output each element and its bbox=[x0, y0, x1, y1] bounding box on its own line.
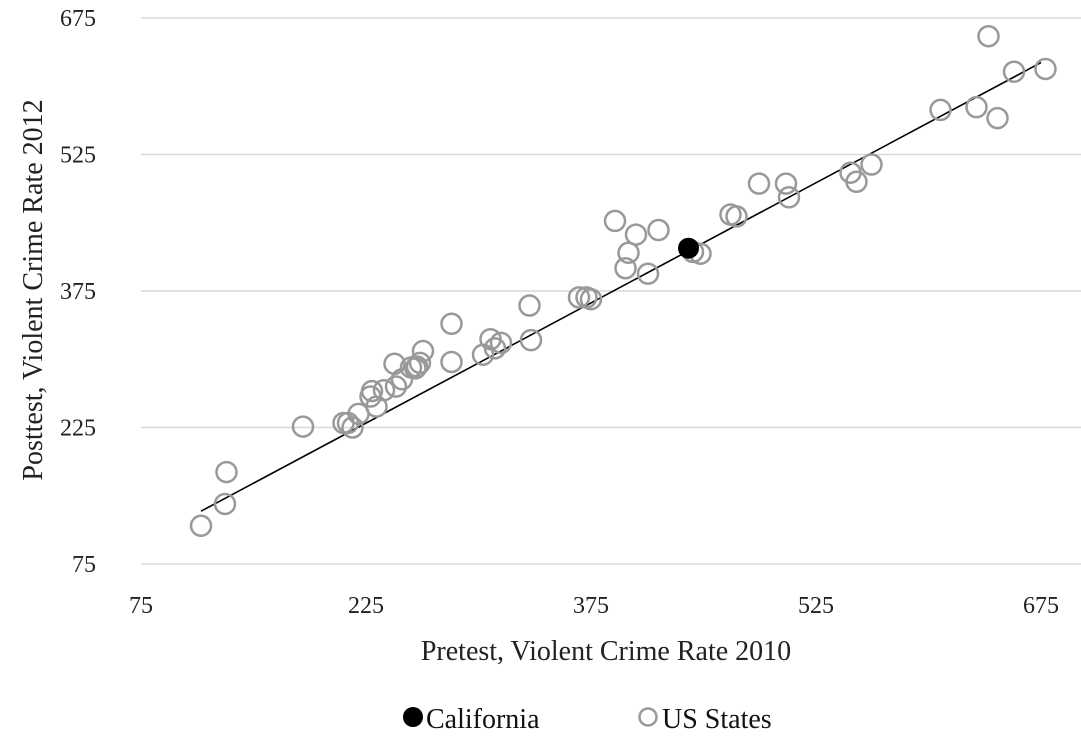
us-state-point bbox=[404, 357, 427, 380]
us-state-point bbox=[1002, 60, 1026, 83]
us-state-point bbox=[567, 286, 591, 309]
us-state-point bbox=[965, 95, 988, 119]
us-state-point bbox=[215, 460, 238, 484]
us-state-point bbox=[636, 262, 660, 285]
y-tick-label: 75 bbox=[72, 552, 96, 578]
us-state-point bbox=[440, 350, 463, 374]
x-axis-tick-labels: 75 225 375 525 675 bbox=[129, 593, 1059, 619]
x-axis-title: Pretest, Violent Crime Rate 2010 bbox=[421, 636, 791, 667]
us-state-point bbox=[647, 218, 670, 242]
y-axis-title: Posttest, Violent Crime Rate 2012 bbox=[18, 99, 49, 480]
us-state-point bbox=[332, 411, 355, 435]
x-tick-label: 225 bbox=[348, 593, 384, 619]
us-state-point bbox=[405, 355, 429, 378]
us-state-point bbox=[518, 294, 541, 317]
gridlines bbox=[141, 17, 1081, 565]
us-state-point bbox=[1034, 57, 1057, 81]
us-state-point bbox=[747, 172, 771, 195]
x-tick-label: 375 bbox=[573, 593, 609, 619]
us-state-point bbox=[845, 170, 868, 194]
x-tick-label: 75 bbox=[129, 593, 153, 619]
us-state-point bbox=[986, 106, 1009, 130]
y-tick-label: 375 bbox=[60, 279, 96, 305]
us-state-point bbox=[777, 186, 801, 209]
y-tick-label: 675 bbox=[60, 6, 96, 32]
us-state-point bbox=[774, 172, 798, 195]
us-state-point bbox=[603, 209, 627, 233]
data-points bbox=[189, 24, 1057, 538]
us-state-point bbox=[977, 24, 1000, 48]
fit-line bbox=[200, 61, 1042, 512]
us-state-point bbox=[575, 286, 598, 309]
us-state-point bbox=[860, 153, 883, 176]
us-state-point bbox=[189, 514, 213, 538]
california-point bbox=[678, 237, 699, 259]
us-state-point bbox=[213, 492, 237, 516]
legend-us-states-label: US States bbox=[662, 704, 772, 735]
us-state-point bbox=[408, 351, 432, 375]
us-state-point bbox=[929, 98, 952, 122]
us-state-point bbox=[519, 328, 543, 352]
us-state-point bbox=[384, 375, 408, 398]
us-state-point bbox=[291, 415, 315, 438]
us-state-point bbox=[725, 205, 748, 228]
fit-line-group bbox=[200, 61, 1042, 512]
us-state-point bbox=[440, 312, 463, 336]
legend-california-label: California bbox=[426, 704, 540, 735]
us-state-point bbox=[359, 385, 382, 408]
x-tick-label: 675 bbox=[1023, 593, 1059, 619]
us-state-point bbox=[617, 241, 640, 265]
y-axis-tick-labels: 75 225 375 525 675 bbox=[60, 6, 96, 578]
us-state-point bbox=[383, 352, 406, 376]
legend-us-states-marker bbox=[638, 707, 658, 727]
us-state-point bbox=[489, 331, 513, 355]
y-tick-label: 225 bbox=[60, 416, 96, 442]
legend: California US States bbox=[403, 704, 772, 735]
legend-california-marker bbox=[403, 707, 423, 727]
y-tick-label: 525 bbox=[60, 143, 96, 169]
us-state-point bbox=[614, 257, 637, 280]
x-tick-label: 525 bbox=[798, 593, 834, 619]
us-state-point bbox=[471, 343, 495, 366]
